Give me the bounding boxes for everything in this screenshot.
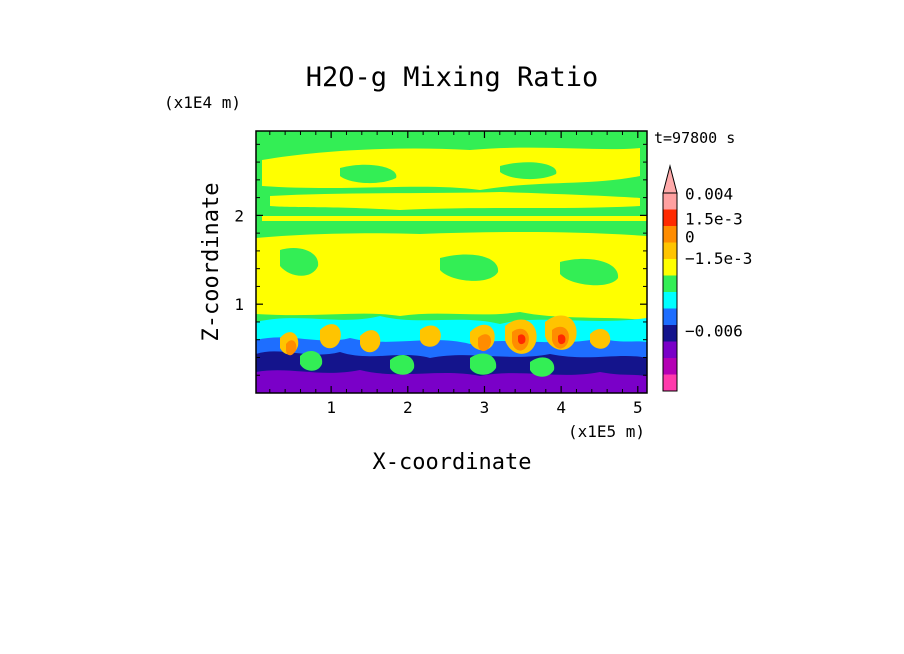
x-tick-label: 2	[403, 398, 413, 417]
y-scale-label: (x1E4 m)	[164, 93, 241, 112]
colorbar-level	[663, 242, 677, 259]
colorbar-label: 1.5e-3	[685, 209, 743, 228]
axis-ticks: 1 2 3 4 5 1 2	[234, 131, 647, 417]
plot-frame	[255, 130, 648, 394]
x-scale-label: (x1E5 m)	[568, 422, 645, 441]
x-tick-label: 5	[633, 398, 643, 417]
colorbar: 0.004 1.5e-30 −1.5e-3 −0.006	[662, 164, 752, 392]
contour-band-green-low	[300, 350, 555, 377]
colorbar-level	[663, 259, 677, 276]
colorbar-label: −1.5e-3	[685, 249, 752, 268]
contour-band-gold	[280, 315, 611, 355]
colorbar-level	[663, 325, 677, 342]
contour-band-green-patches	[280, 162, 619, 286]
colorbar-level	[663, 374, 677, 391]
colorbar-frame	[662, 192, 678, 392]
contour-band-purple	[256, 370, 647, 393]
colorbar-level	[663, 341, 677, 358]
colorbar-level	[663, 275, 677, 292]
x-tick-label: 4	[556, 398, 566, 417]
colorbar-level	[663, 358, 677, 375]
y-tick-label: 1	[234, 295, 244, 314]
x-tick-label: 1	[326, 398, 336, 417]
y-tick-label: 2	[234, 206, 244, 225]
colorbar-level	[663, 226, 677, 243]
x-axis-title: X-coordinate	[373, 450, 532, 475]
x-tick-label: 3	[480, 398, 490, 417]
colorbar-label: 0	[685, 228, 695, 247]
chart-title: H2O-g Mixing Ratio	[306, 62, 599, 93]
y-axis-title: Z-coordinate	[199, 183, 224, 342]
colorbar-label: −0.006	[685, 322, 743, 341]
colorbar-label: 0.004	[685, 185, 733, 204]
colorbar-level	[663, 209, 677, 226]
colorbar-extend-arrow	[662, 164, 678, 194]
time-label: t=97800 s	[654, 129, 735, 147]
colorbar-level	[663, 308, 677, 325]
colorbar-level	[663, 193, 677, 210]
colorbar-level	[663, 292, 677, 309]
contour-band-red	[518, 334, 566, 345]
contour-field	[256, 131, 647, 393]
